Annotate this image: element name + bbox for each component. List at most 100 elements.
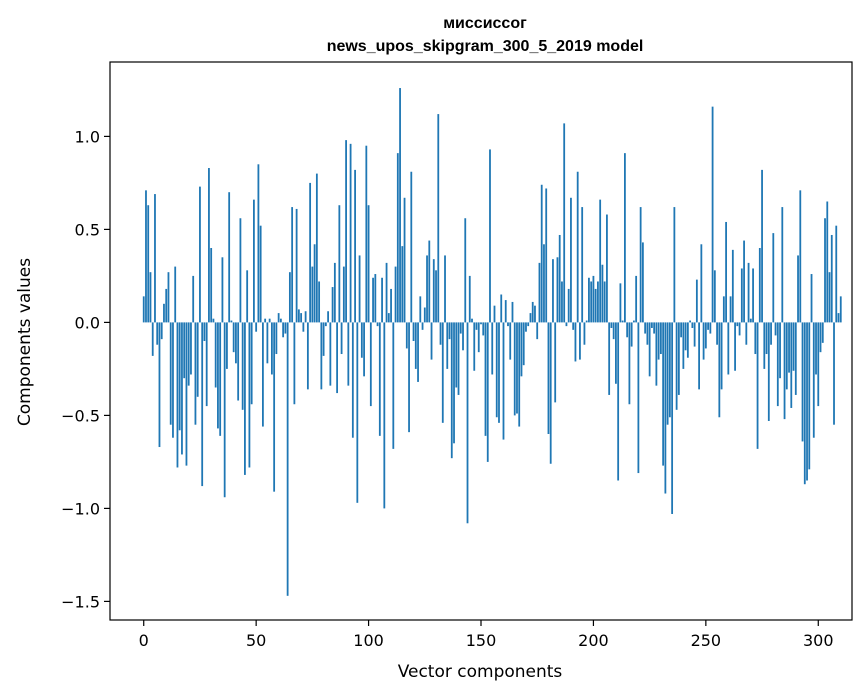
bar: [354, 169, 356, 323]
bar: [590, 281, 593, 323]
bar: [293, 322, 296, 405]
x-tick-label: 200: [578, 631, 609, 650]
bar: [192, 275, 195, 323]
bar: [788, 322, 790, 373]
bar: [635, 275, 638, 323]
bar: [529, 313, 532, 323]
bar: [304, 311, 307, 323]
bar: [801, 322, 804, 442]
bar: [423, 307, 426, 323]
bar: [151, 322, 154, 356]
bar: [176, 322, 179, 468]
bar: [675, 322, 678, 410]
bar: [223, 322, 226, 498]
bar: [817, 322, 820, 407]
bar: [693, 322, 696, 347]
bar: [275, 322, 278, 355]
bar: [401, 246, 404, 323]
bar: [248, 322, 251, 468]
x-tick-label: 0: [139, 631, 149, 650]
bar: [734, 322, 736, 371]
bar: [356, 322, 359, 503]
bar: [183, 322, 186, 379]
bar: [408, 322, 410, 433]
bar: [776, 322, 779, 407]
bar: [282, 322, 285, 338]
bar: [839, 296, 842, 323]
bar: [399, 88, 401, 323]
bar: [781, 207, 784, 323]
bar: [345, 140, 347, 323]
bar: [574, 322, 577, 362]
bar: [232, 322, 235, 353]
bar: [288, 272, 291, 323]
bar: [142, 296, 145, 323]
bar: [333, 262, 336, 323]
bar: [253, 199, 255, 323]
bar: [806, 322, 808, 481]
bar: [246, 270, 249, 323]
bar: [543, 244, 545, 323]
bar: [752, 268, 754, 323]
bar: [790, 322, 793, 408]
bar: [554, 322, 557, 403]
bar: [612, 322, 615, 340]
bar: [799, 190, 802, 323]
bar: [331, 287, 334, 323]
bar: [428, 240, 431, 323]
bar: [450, 322, 453, 459]
y-tick-label: 1.0: [75, 127, 100, 146]
bar: [516, 322, 518, 414]
bar: [154, 194, 156, 323]
bar: [657, 322, 660, 360]
bar: [277, 313, 280, 323]
bar: [462, 322, 464, 351]
bar: [203, 322, 206, 341]
bar: [824, 218, 826, 323]
x-tick-label: 300: [803, 631, 834, 650]
bar: [520, 322, 523, 377]
bar: [756, 322, 759, 449]
bar: [664, 322, 667, 494]
bar: [235, 322, 237, 364]
bar: [178, 322, 181, 431]
bar: [266, 322, 269, 364]
bar: [588, 277, 590, 323]
bar: [659, 322, 662, 355]
bar: [446, 322, 449, 369]
bar: [390, 288, 392, 323]
bar: [702, 322, 705, 360]
bar: [311, 266, 314, 323]
bar: [484, 322, 487, 436]
bar: [754, 322, 757, 355]
bar: [385, 262, 388, 323]
bar: [601, 264, 604, 323]
bar: [414, 322, 417, 369]
bar: [363, 322, 365, 377]
bar: [767, 322, 770, 421]
bar: [302, 322, 305, 332]
bar: [163, 303, 165, 323]
bar: [749, 318, 752, 323]
bar: [486, 322, 489, 462]
bar: [581, 207, 584, 323]
bar: [700, 244, 703, 323]
bar: [273, 322, 276, 492]
bar: [313, 244, 316, 323]
bar: [691, 322, 694, 328]
bar: [653, 322, 656, 334]
bar: [552, 259, 554, 323]
bar: [709, 322, 712, 334]
bar: [493, 305, 496, 323]
bar: [349, 143, 352, 323]
bar: [821, 322, 824, 343]
bar: [686, 322, 689, 358]
y-axis-label: Components values: [15, 258, 35, 426]
bar: [835, 225, 838, 323]
bar: [740, 268, 743, 323]
bar: [221, 257, 224, 323]
bar: [439, 322, 442, 345]
bar: [738, 322, 741, 336]
